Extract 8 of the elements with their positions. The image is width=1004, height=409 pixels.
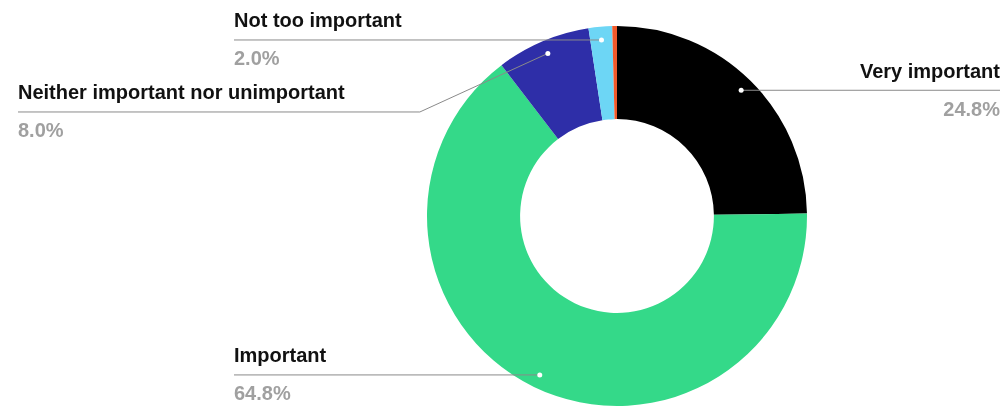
data-label: 64.8% bbox=[234, 382, 291, 405]
slice-label: Very important bbox=[859, 59, 1001, 82]
data-label: 8.0% bbox=[18, 119, 64, 142]
slice-label: Not too important bbox=[234, 9, 403, 32]
slice-label: Neither important nor unimportant bbox=[18, 81, 345, 104]
data-label: 24.8% bbox=[943, 97, 1001, 120]
slice-label: Important bbox=[234, 344, 327, 367]
data-label: 2.0% bbox=[234, 47, 280, 70]
